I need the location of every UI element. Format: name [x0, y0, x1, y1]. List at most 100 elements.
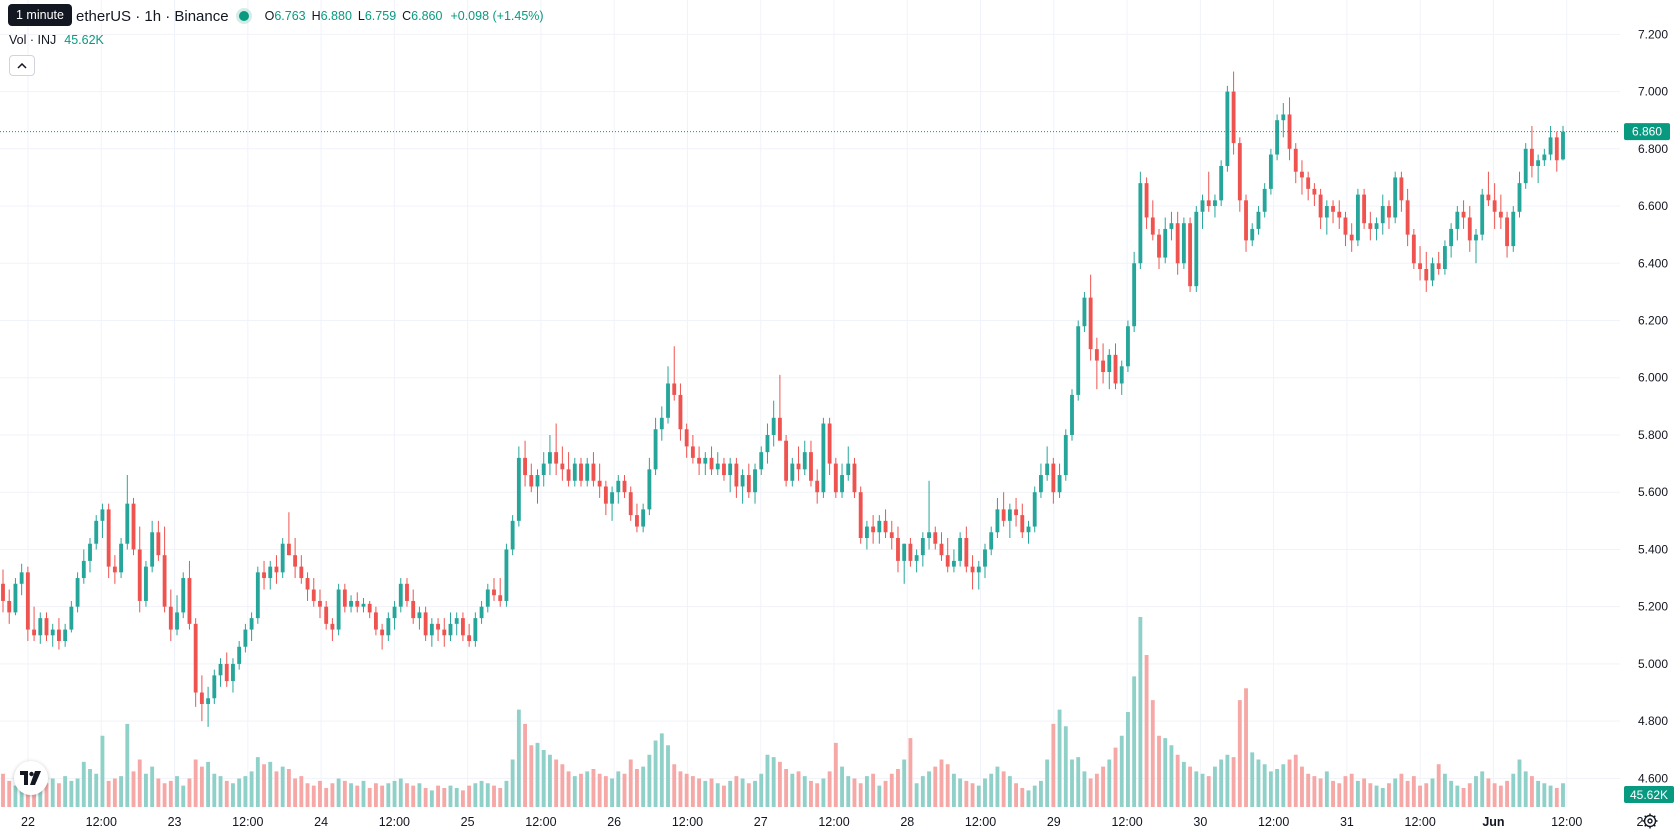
volume-bar — [1262, 764, 1267, 807]
gear-icon[interactable] — [1641, 812, 1659, 830]
volume-bar — [523, 723, 527, 807]
volume-bar — [336, 778, 341, 807]
candle — [628, 486, 633, 521]
candle-body — [1561, 131, 1565, 160]
candle — [765, 423, 770, 464]
price-axis[interactable]: 4.600 4.800 5.000 5.200 5.400 5.600 5.800 6.000… — [1638, 27, 1668, 785]
candle — [1188, 217, 1193, 292]
candle-body — [1076, 326, 1081, 395]
volume-bar — [1039, 780, 1043, 807]
candle — [1436, 251, 1441, 275]
time-axis[interactable]: 22 12:00 23 12:00 24 12:00 25 12:00 26 12:00 27 12:… — [21, 815, 1643, 829]
candle — [361, 598, 366, 613]
market-status-dot[interactable] — [238, 11, 249, 21]
candle — [1063, 429, 1068, 481]
high-label: H — [311, 9, 321, 23]
candle-body — [703, 457, 708, 464]
candle-body — [1244, 200, 1248, 241]
volume-bar — [318, 780, 322, 807]
collapse-legend-button[interactable] — [9, 55, 35, 76]
candle-body — [1554, 137, 1559, 161]
candle — [734, 457, 739, 498]
candle — [193, 618, 198, 707]
candle-body — [591, 463, 596, 481]
candle-body — [492, 589, 496, 596]
candle-body — [958, 538, 963, 561]
candle — [1032, 486, 1037, 533]
candle-body — [144, 566, 148, 601]
volume-bar — [1057, 709, 1062, 807]
candle — [740, 469, 745, 504]
volume-bar — [380, 785, 385, 807]
price-tick-label: 5.200 — [1638, 600, 1668, 614]
candle-body — [1312, 188, 1317, 195]
candle — [1393, 171, 1398, 224]
candle — [405, 578, 409, 607]
candle — [1312, 183, 1317, 207]
candle — [311, 578, 316, 607]
tradingview-logo-icon[interactable] — [14, 761, 48, 795]
candle-body — [1144, 183, 1149, 218]
candle-body — [1268, 154, 1273, 189]
candle-body — [1225, 91, 1230, 166]
candle — [318, 589, 322, 619]
candle — [168, 589, 173, 642]
candle — [1368, 211, 1373, 241]
candle-body — [1126, 326, 1130, 367]
volume-bar — [1306, 773, 1311, 807]
candle — [610, 486, 615, 521]
volume-label[interactable]: Vol · INJ — [9, 33, 57, 47]
volume-bar — [479, 780, 484, 807]
candle — [852, 457, 857, 498]
candle-body — [759, 452, 764, 470]
last-volume-tag-text: 45.62K — [1630, 788, 1668, 802]
candle-body — [635, 515, 639, 527]
legend-main: etherUS · 1h · Binance O 6.763 H 6.880 L 6.… — [8, 6, 544, 26]
candle-body — [1411, 234, 1416, 264]
candle — [479, 600, 484, 624]
candle-body — [790, 463, 795, 481]
candle-body — [1169, 223, 1174, 229]
volume-bar — [1405, 780, 1410, 807]
candle-body — [255, 572, 260, 619]
volume-bar — [349, 783, 353, 807]
candle — [485, 583, 490, 613]
candle-body — [603, 486, 608, 504]
volume-bar — [852, 778, 857, 807]
candle — [1200, 194, 1205, 229]
candle — [1480, 188, 1485, 241]
candle — [1007, 503, 1012, 538]
candle-body — [1057, 475, 1062, 493]
candle-body — [653, 429, 658, 470]
candle — [1498, 194, 1503, 229]
candle — [796, 446, 801, 481]
candle — [815, 469, 820, 504]
candle — [572, 457, 577, 487]
candle-body — [324, 606, 329, 624]
candle — [641, 503, 646, 533]
candle-body — [305, 578, 310, 590]
candle — [19, 563, 24, 596]
candle-body — [112, 566, 117, 573]
candle — [386, 612, 391, 642]
candle-body — [1014, 509, 1018, 516]
candle — [224, 652, 229, 687]
candle — [423, 606, 428, 642]
candle — [125, 475, 130, 550]
volume-bar — [492, 785, 496, 807]
symbol-title[interactable]: etherUS · 1h · Binance — [76, 7, 229, 25]
candle-body — [1088, 297, 1093, 350]
candle — [299, 555, 304, 584]
volume-bar — [1281, 764, 1286, 807]
volume-bar — [1225, 754, 1230, 807]
candle-body — [951, 560, 956, 567]
open-label: O — [264, 9, 275, 23]
volume-bar — [417, 783, 422, 807]
time-tick-label: 30 — [1193, 815, 1207, 829]
volume-bar — [833, 742, 838, 807]
candle-body — [224, 663, 229, 682]
candle-body — [268, 566, 273, 579]
candle-body — [1300, 171, 1304, 178]
volume-bar — [877, 785, 882, 807]
